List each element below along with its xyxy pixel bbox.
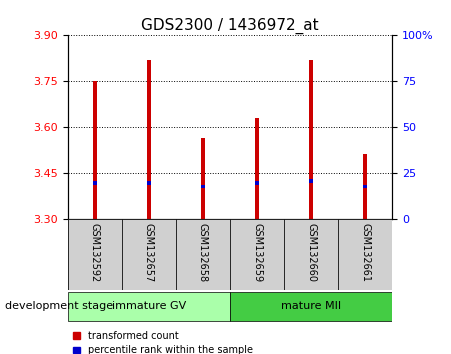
- Text: GSM132660: GSM132660: [306, 223, 316, 282]
- Bar: [309, 179, 313, 183]
- Text: GSM132658: GSM132658: [198, 223, 208, 282]
- Bar: [147, 60, 151, 219]
- Text: GSM132592: GSM132592: [90, 223, 100, 282]
- FancyBboxPatch shape: [68, 292, 230, 321]
- Text: immature GV: immature GV: [112, 301, 186, 311]
- Text: GSM132659: GSM132659: [252, 223, 262, 282]
- FancyBboxPatch shape: [122, 219, 176, 290]
- Bar: [201, 184, 205, 188]
- Bar: [92, 181, 97, 184]
- Text: development stage: development stage: [5, 301, 113, 311]
- FancyBboxPatch shape: [338, 219, 392, 290]
- FancyBboxPatch shape: [230, 219, 284, 290]
- Bar: [147, 181, 151, 184]
- FancyBboxPatch shape: [68, 219, 392, 290]
- FancyBboxPatch shape: [68, 219, 122, 290]
- Bar: [255, 181, 259, 184]
- Legend: transformed count, percentile rank within the sample: transformed count, percentile rank withi…: [73, 331, 253, 354]
- Bar: [92, 81, 97, 219]
- Text: mature MII: mature MII: [281, 301, 341, 311]
- Text: GSM132661: GSM132661: [360, 223, 370, 282]
- Bar: [255, 118, 259, 219]
- FancyBboxPatch shape: [230, 292, 392, 321]
- FancyBboxPatch shape: [284, 219, 338, 290]
- Bar: [363, 154, 368, 219]
- Bar: [363, 184, 368, 188]
- FancyBboxPatch shape: [176, 219, 230, 290]
- Bar: [309, 60, 313, 219]
- Text: GSM132657: GSM132657: [144, 223, 154, 282]
- Title: GDS2300 / 1436972_at: GDS2300 / 1436972_at: [141, 18, 319, 34]
- Bar: [201, 138, 205, 219]
